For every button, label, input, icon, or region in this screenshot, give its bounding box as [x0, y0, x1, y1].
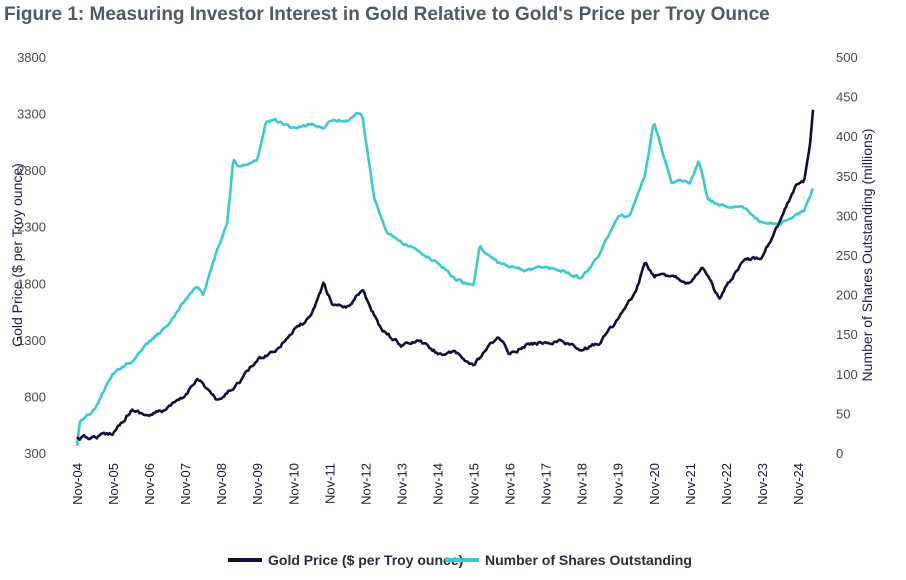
x-tick-label: Nov-09	[250, 463, 265, 505]
legend-item-shares-outstanding: Number of Shares Outstanding	[445, 552, 692, 568]
x-tick-label: Nov-18	[575, 463, 590, 505]
right-tick-label: 50	[836, 406, 850, 421]
shares-outstanding-line	[75, 112, 815, 446]
chart-title: Figure 1: Measuring Investor Interest in…	[4, 4, 770, 25]
right-tick-label: 100	[836, 367, 858, 382]
left-tick-label: 2800	[17, 163, 46, 178]
left-tick-label: 1300	[17, 333, 46, 348]
x-tick-label: Nov-24	[791, 463, 806, 505]
right-tick-label: 150	[836, 327, 858, 342]
x-tick-label: Nov-06	[142, 463, 157, 505]
left-tick-label: 800	[24, 389, 46, 404]
right-tick-label: 250	[836, 248, 858, 263]
x-tick-label: Nov-10	[286, 463, 301, 505]
left-tick-label: 2300	[17, 220, 46, 235]
legend: Gold Price ($ per Troy ounce) Number of …	[228, 552, 692, 568]
x-tick-label: Nov-12	[358, 463, 373, 505]
x-tick-label: Nov-21	[683, 463, 698, 505]
x-tick-label: Nov-20	[647, 463, 662, 505]
x-tick-label: Nov-15	[467, 463, 482, 505]
right-tick-label: 500	[836, 50, 858, 65]
x-tick-label: Nov-08	[214, 463, 229, 505]
x-tick-label: Nov-05	[106, 463, 121, 505]
right-tick-label: 200	[836, 288, 858, 303]
x-tick-label: Nov-07	[178, 463, 193, 505]
right-tick-label: 350	[836, 169, 858, 184]
left-axis-label: Gold Price ($ per Troy ounce)	[9, 163, 25, 347]
x-tick-label: Nov-23	[755, 463, 770, 505]
x-tick-label: Nov-13	[394, 463, 409, 505]
x-axis-ticks: Nov-04 Nov-05 Nov-06 Nov-07 Nov-08 Nov-09 Nov-…	[70, 463, 806, 505]
right-tick-label: 300	[836, 208, 858, 223]
left-tick-label: 1800	[17, 276, 46, 291]
x-tick-label: Nov-16	[503, 463, 518, 505]
gold-price-line	[76, 109, 815, 441]
right-axis-label: Number of Shares Outstanding (millions)	[859, 129, 875, 382]
legend-label-gold-price: Gold Price ($ per Troy ounce)	[268, 552, 463, 568]
left-tick-label: 3300	[17, 107, 46, 122]
series-layer	[75, 109, 815, 446]
right-tick-label: 450	[836, 90, 858, 105]
x-tick-label: Nov-04	[70, 463, 85, 505]
right-tick-label: 0	[836, 446, 843, 461]
x-tick-label: Nov-11	[322, 463, 337, 504]
x-tick-label: Nov-17	[539, 463, 554, 505]
legend-label-shares-outstanding: Number of Shares Outstanding	[485, 552, 692, 568]
left-tick-label: 3800	[17, 50, 46, 65]
x-tick-label: Nov-22	[719, 463, 734, 505]
legend-item-gold-price: Gold Price ($ per Troy ounce)	[228, 552, 463, 568]
left-tick-label: 300	[24, 446, 46, 461]
x-tick-label: Nov-14	[430, 463, 445, 505]
x-tick-label: Nov-19	[611, 463, 626, 505]
right-tick-label: 400	[836, 129, 858, 144]
right-axis-ticks: 0 50 100 150 200 250 300 350 400 450 500	[836, 50, 858, 461]
left-axis-ticks: 300 800 1300 1800 2300 2800 3300 3800	[17, 50, 46, 461]
